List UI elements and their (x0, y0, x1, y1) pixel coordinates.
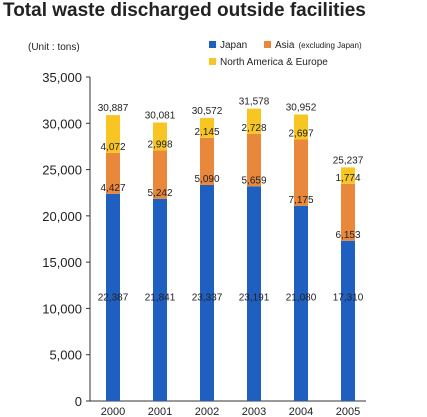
data-label-japan-2005: 17,310 (333, 293, 364, 304)
legend-label-asia-note: (excluding Japan) (298, 41, 361, 50)
data-labels: 22,387 4,427 4,072 30,887 21,841 5,242 2,998 30… (98, 97, 364, 304)
bar-japan-2004 (294, 205, 308, 401)
bar-north-america-europe-2000 (106, 115, 120, 153)
data-label-japan-2004: 21,080 (286, 293, 317, 304)
bar-japan-2000 (106, 193, 120, 401)
legend-swatch-japan (209, 41, 216, 48)
x-axis-ticks: 2000 2001 2002 2003 2004 2005 (101, 406, 360, 417)
y-tick-label: 25,000 (42, 163, 82, 178)
x-tick-label-2002: 2002 (195, 406, 219, 417)
legend-label-asia: Asia (excluding Japan) (275, 40, 362, 51)
data-label-asia-2005: 6,153 (335, 230, 360, 241)
x-tick-label-2004: 2004 (289, 406, 313, 417)
y-tick-label: 5,000 (49, 348, 82, 363)
data-label-north-america-europe-2004: 2,697 (288, 128, 313, 139)
bar-north-america-europe-2004 (294, 114, 308, 140)
bar-north-america-europe-2005 (341, 167, 355, 184)
bar-north-america-europe-2002 (200, 117, 214, 138)
total-label-2002: 30,572 (192, 106, 223, 117)
bar-asia-2005 (341, 183, 355, 241)
legend-swatch-asia (264, 41, 271, 48)
legend-swatch-north-america-europe (209, 58, 216, 65)
chart-title: Total waste discharged outside facilitie… (3, 0, 366, 21)
y-tick-label: 30,000 (42, 116, 82, 131)
bar-japan-2002 (200, 184, 214, 401)
data-label-japan-2000: 22,387 (98, 293, 129, 304)
bar-japan-2005 (341, 240, 355, 401)
data-label-north-america-europe-2001: 2,998 (147, 139, 172, 150)
y-tick-label: 10,000 (42, 301, 82, 316)
bar-asia-2002 (200, 137, 214, 185)
bar-japan-2003 (247, 186, 261, 401)
y-tick-label: 0 (75, 394, 82, 409)
x-tick-label-2001: 2001 (148, 406, 172, 417)
bars (106, 108, 355, 401)
data-label-japan-2003: 23,191 (239, 293, 270, 304)
data-label-asia-2000: 4,427 (100, 183, 125, 194)
data-label-asia-2001: 5,242 (147, 188, 172, 199)
x-tick-label-2003: 2003 (242, 406, 266, 417)
bar-asia-2004 (294, 139, 308, 206)
data-label-asia-2002: 5,090 (194, 174, 219, 185)
data-label-north-america-europe-2003: 2,728 (241, 123, 266, 134)
data-label-north-america-europe-2005: 1,774 (335, 173, 360, 184)
bar-japan-2001 (153, 198, 167, 401)
data-label-asia-2003: 5,659 (241, 175, 266, 186)
legend: Japan Asia (excluding Japan) North Americ… (209, 40, 362, 68)
data-label-japan-2001: 21,841 (145, 293, 176, 304)
y-tick-label: 35,000 (42, 70, 82, 85)
total-label-2000: 30,887 (98, 103, 129, 114)
data-label-japan-2002: 23,337 (192, 293, 223, 304)
bar-asia-2001 (153, 150, 167, 199)
data-label-asia-2004: 7,175 (288, 195, 313, 206)
y-tick-label: 15,000 (42, 255, 82, 270)
bar-asia-2003 (247, 133, 261, 187)
y-axis-ticks: 0 5,000 10,000 15,000 20,000 25,000 30,000 35,0… (42, 70, 90, 409)
data-label-north-america-europe-2002: 2,145 (194, 127, 219, 138)
x-tick-label-2000: 2000 (101, 406, 125, 417)
total-label-2001: 30,081 (145, 111, 176, 122)
y-tick-label: 20,000 (42, 209, 82, 224)
bar-asia-2000 (106, 152, 120, 194)
unit-label: (Unit : tons) (28, 42, 80, 53)
bar-north-america-europe-2003 (247, 108, 261, 134)
legend-label-japan: Japan (220, 40, 247, 51)
legend-label-asia-name: Asia (275, 40, 295, 51)
total-label-2003: 31,578 (239, 97, 270, 108)
total-label-2004: 30,952 (286, 102, 317, 113)
legend-label-north-america-europe: North America & Europe (220, 57, 328, 68)
x-tick-label-2005: 2005 (336, 406, 360, 417)
total-label-2005: 25,237 (333, 155, 364, 166)
data-label-north-america-europe-2000: 4,072 (100, 142, 125, 153)
bar-north-america-europe-2001 (153, 122, 167, 151)
